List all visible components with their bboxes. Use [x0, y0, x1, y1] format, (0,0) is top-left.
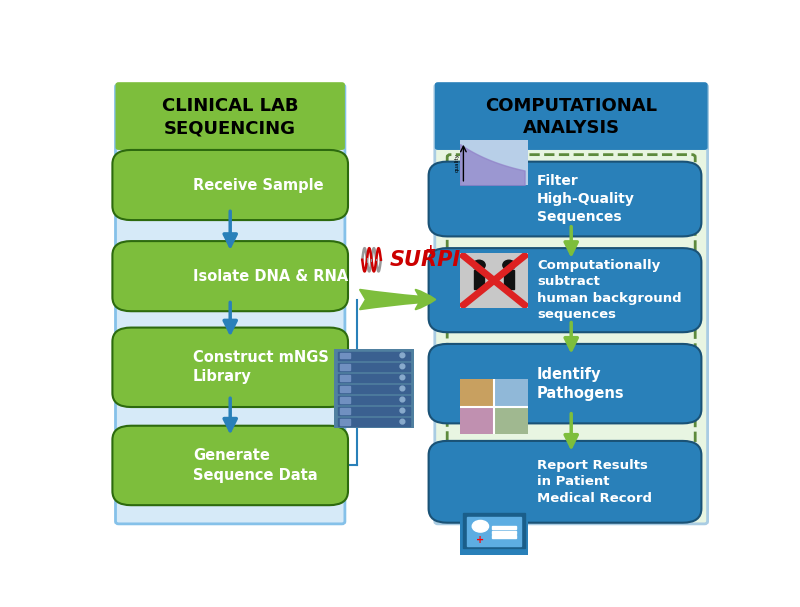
Circle shape: [400, 364, 405, 369]
Text: Construct mNGS
Library: Construct mNGS Library: [193, 350, 329, 384]
Text: SURPI: SURPI: [390, 250, 462, 270]
Circle shape: [400, 375, 405, 380]
Circle shape: [400, 386, 405, 391]
Circle shape: [473, 260, 485, 270]
FancyBboxPatch shape: [115, 82, 345, 150]
Bar: [466, 517, 522, 546]
Bar: [338, 396, 410, 404]
Circle shape: [400, 353, 405, 358]
Circle shape: [400, 419, 405, 424]
Bar: [492, 535, 516, 538]
FancyBboxPatch shape: [429, 441, 702, 523]
Bar: [338, 374, 410, 382]
FancyBboxPatch shape: [429, 344, 702, 424]
FancyBboxPatch shape: [435, 84, 708, 524]
FancyBboxPatch shape: [112, 241, 348, 311]
Text: COMPUTATIONAL
ANALYSIS: COMPUTATIONAL ANALYSIS: [485, 97, 658, 137]
FancyBboxPatch shape: [112, 328, 348, 407]
Text: +: +: [476, 535, 485, 545]
FancyBboxPatch shape: [429, 161, 702, 237]
Circle shape: [472, 520, 489, 532]
FancyBboxPatch shape: [429, 248, 702, 332]
Bar: [338, 418, 410, 426]
Bar: [460, 407, 494, 434]
Text: Generate
Sequence Data: Generate Sequence Data: [193, 449, 318, 483]
Bar: [340, 408, 350, 414]
Bar: [492, 526, 516, 529]
Text: Receive Sample: Receive Sample: [193, 177, 324, 192]
Bar: [504, 270, 514, 289]
Bar: [494, 379, 528, 407]
Bar: [494, 407, 528, 434]
Bar: [338, 363, 410, 371]
FancyBboxPatch shape: [115, 84, 345, 524]
Circle shape: [400, 397, 405, 402]
Text: Identify
Pathogens: Identify Pathogens: [537, 367, 625, 401]
Text: Isolate DNA & RNA: Isolate DNA & RNA: [193, 269, 348, 283]
Bar: [340, 397, 350, 402]
FancyBboxPatch shape: [112, 150, 348, 220]
Bar: [338, 385, 410, 393]
Bar: [340, 386, 350, 392]
FancyBboxPatch shape: [435, 82, 708, 150]
FancyBboxPatch shape: [112, 426, 348, 505]
Bar: [340, 364, 350, 370]
Text: Filter
High-Quality
Sequences: Filter High-Quality Sequences: [537, 174, 635, 224]
Text: quality: quality: [454, 153, 459, 172]
Text: Report Results
in Patient
Medical Record: Report Results in Patient Medical Record: [537, 459, 652, 505]
Circle shape: [503, 260, 515, 270]
Bar: [463, 513, 525, 548]
Bar: [340, 353, 350, 359]
Text: +: +: [425, 243, 436, 257]
Bar: [460, 379, 494, 407]
Circle shape: [400, 408, 405, 413]
Bar: [338, 352, 410, 360]
Text: Computationally
subtract
human background
sequences: Computationally subtract human backgroun…: [537, 259, 682, 322]
Text: CLINICAL LAB
SEQUENCING: CLINICAL LAB SEQUENCING: [162, 97, 298, 137]
Bar: [492, 531, 516, 534]
Bar: [340, 375, 350, 381]
Bar: [338, 407, 410, 415]
Bar: [474, 270, 484, 289]
Bar: [340, 419, 350, 425]
